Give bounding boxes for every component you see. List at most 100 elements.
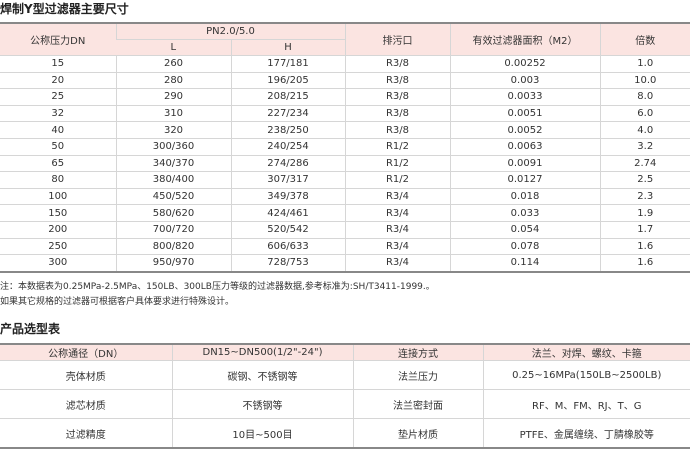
table-cell: 25 (0, 88, 116, 106)
table-row: 过滤精度 10目~500目 垫片材质 PTFE、金属缠绕、丁腈橡胶等 (0, 418, 690, 449)
table-row: 滤芯材质 不锈钢等 法兰密封面 RF、M、FM、RJ、T、G (0, 389, 690, 419)
table-cell: 垫片材质 (352, 418, 483, 449)
table-cell: 0.018 (449, 188, 600, 206)
header-area: 有效过滤器面积（M2） (449, 23, 600, 56)
table-cell: 520/542 (230, 221, 345, 239)
table-cell: 300/360 (115, 138, 231, 156)
table-cell: 260 (115, 55, 231, 73)
table-cell: 10目~500目 (171, 418, 353, 449)
table-cell: 1.6 (599, 238, 690, 256)
table-cell: 80 (0, 171, 116, 189)
table-cell: 290 (115, 88, 231, 106)
table-cell: 连接方式 (352, 344, 483, 361)
table-cell: 0.0052 (449, 121, 600, 139)
table-cell: 1.9 (599, 204, 690, 222)
table-cell: 15 (0, 55, 116, 73)
table-cell: 0.0091 (449, 155, 600, 173)
table-cell: 50 (0, 138, 116, 156)
table-row: 80 380/400 307/317 R1/2 0.0127 2.5 (0, 171, 690, 189)
table-cell: 0.0033 (449, 88, 600, 106)
table-cell: 32 (0, 105, 116, 123)
table-cell: R3/8 (344, 105, 450, 123)
table-cell: 不锈钢等 (171, 389, 353, 419)
table-cell: 20 (0, 72, 116, 90)
table-cell: R3/4 (344, 188, 450, 206)
header-ratio: 倍数 (599, 23, 690, 56)
table-cell: 0.033 (449, 204, 600, 222)
table-row: 50 300/360 240/254 R1/2 0.0063 3.2 (0, 138, 690, 156)
table-cell: 40 (0, 121, 116, 139)
table-cell: 320 (115, 121, 231, 139)
table-cell: 349/378 (230, 188, 345, 206)
table-cell: 壳体材质 (0, 360, 172, 390)
table-cell: 238/250 (230, 121, 345, 139)
table-cell: 274/286 (230, 155, 345, 173)
table-cell: 0.00252 (449, 55, 600, 73)
table-cell: R3/4 (344, 221, 450, 239)
table-row: 15 260 177/181 R3/8 0.00252 1.0 (0, 55, 690, 73)
table-cell: 250 (0, 238, 116, 256)
table-cell: 150 (0, 204, 116, 222)
table-cell: 法兰压力 (352, 360, 483, 390)
table-cell: 0.114 (449, 254, 600, 273)
table-cell: 法兰密封面 (352, 389, 483, 419)
table-cell: 2.74 (599, 155, 690, 173)
table-row: 32 310 227/234 R3/8 0.0051 6.0 (0, 105, 690, 123)
header-pn: PN2.0/5.0 (115, 23, 345, 40)
table-row: 25 290 208/215 R3/8 0.0033 8.0 (0, 88, 690, 106)
table-cell: 碳钢、不锈钢等 (171, 360, 353, 390)
table-cell: RF、M、FM、RJ、T、G (482, 389, 690, 419)
table-cell: R1/2 (344, 138, 450, 156)
table-cell: 950/970 (115, 254, 231, 273)
table-cell: 1.6 (599, 254, 690, 273)
table-cell: 380/400 (115, 171, 231, 189)
note-line-2: 如果其它规格的过滤器可根据客户具体要求进行特殊设计。 (0, 297, 235, 307)
table-cell: 606/633 (230, 238, 345, 256)
table-cell: 240/254 (230, 138, 345, 156)
table-cell: R1/2 (344, 155, 450, 173)
table-row: 200 700/720 520/542 R3/4 0.054 1.7 (0, 221, 690, 239)
table-cell: 280 (115, 72, 231, 90)
table-cell: DN15~DN500(1/2"-24") (171, 344, 353, 361)
header-h: H (230, 39, 345, 56)
table-row: 公称通径（DN） DN15~DN500(1/2"-24") 连接方式 法兰、对焊、螺纹… (0, 344, 690, 361)
header-drain: 排污口 (344, 23, 450, 56)
table-cell: R3/8 (344, 88, 450, 106)
table-cell: 1.7 (599, 221, 690, 239)
table-cell: 100 (0, 188, 116, 206)
table-cell: 0.25~16MPa(150LB~2500LB) (482, 360, 690, 390)
table-cell: 10.0 (599, 72, 690, 90)
selection-table: 公称通径（DN） DN15~DN500(1/2"-24") 连接方式 法兰、对焊、螺纹… (0, 343, 690, 449)
table-row: 40 320 238/250 R3/8 0.0052 4.0 (0, 121, 690, 139)
table-cell: 6.0 (599, 105, 690, 123)
table-cell: 227/234 (230, 105, 345, 123)
table-cell: 公称通径（DN） (0, 344, 172, 361)
table-cell: 65 (0, 155, 116, 173)
table-cell: 450/520 (115, 188, 231, 206)
table-cell: 580/620 (115, 204, 231, 222)
table-cell: 208/215 (230, 88, 345, 106)
section-title-selection: 产品选型表 (0, 322, 61, 336)
table-cell: R3/8 (344, 72, 450, 90)
table-cell: 4.0 (599, 121, 690, 139)
table-row: 250 800/820 606/633 R3/4 0.078 1.6 (0, 238, 690, 256)
table-cell: R3/4 (344, 204, 450, 222)
table-cell: 728/753 (230, 254, 345, 273)
table-row: 65 340/370 274/286 R1/2 0.0091 2.74 (0, 155, 690, 173)
table-cell: 196/205 (230, 72, 345, 90)
table-cell: 2.5 (599, 171, 690, 189)
table-row: 壳体材质 碳钢、不锈钢等 法兰压力 0.25~16MPa(150LB~2500LB) (0, 360, 690, 390)
header-dn: 公称压力DN (0, 23, 116, 56)
table-row: 20 280 196/205 R3/8 0.003 10.0 (0, 72, 690, 90)
table-cell: PTFE、金属缠绕、丁腈橡胶等 (482, 418, 690, 449)
table-cell: 0.0051 (449, 105, 600, 123)
table-cell: 700/720 (115, 221, 231, 239)
table-cell: R3/8 (344, 121, 450, 139)
table-cell: R3/4 (344, 238, 450, 256)
table-cell: 0.0063 (449, 138, 600, 156)
table-cell: R1/2 (344, 171, 450, 189)
table-cell: 过滤精度 (0, 418, 172, 449)
table-row: 100 450/520 349/378 R3/4 0.018 2.3 (0, 188, 690, 206)
table-cell: 307/317 (230, 171, 345, 189)
